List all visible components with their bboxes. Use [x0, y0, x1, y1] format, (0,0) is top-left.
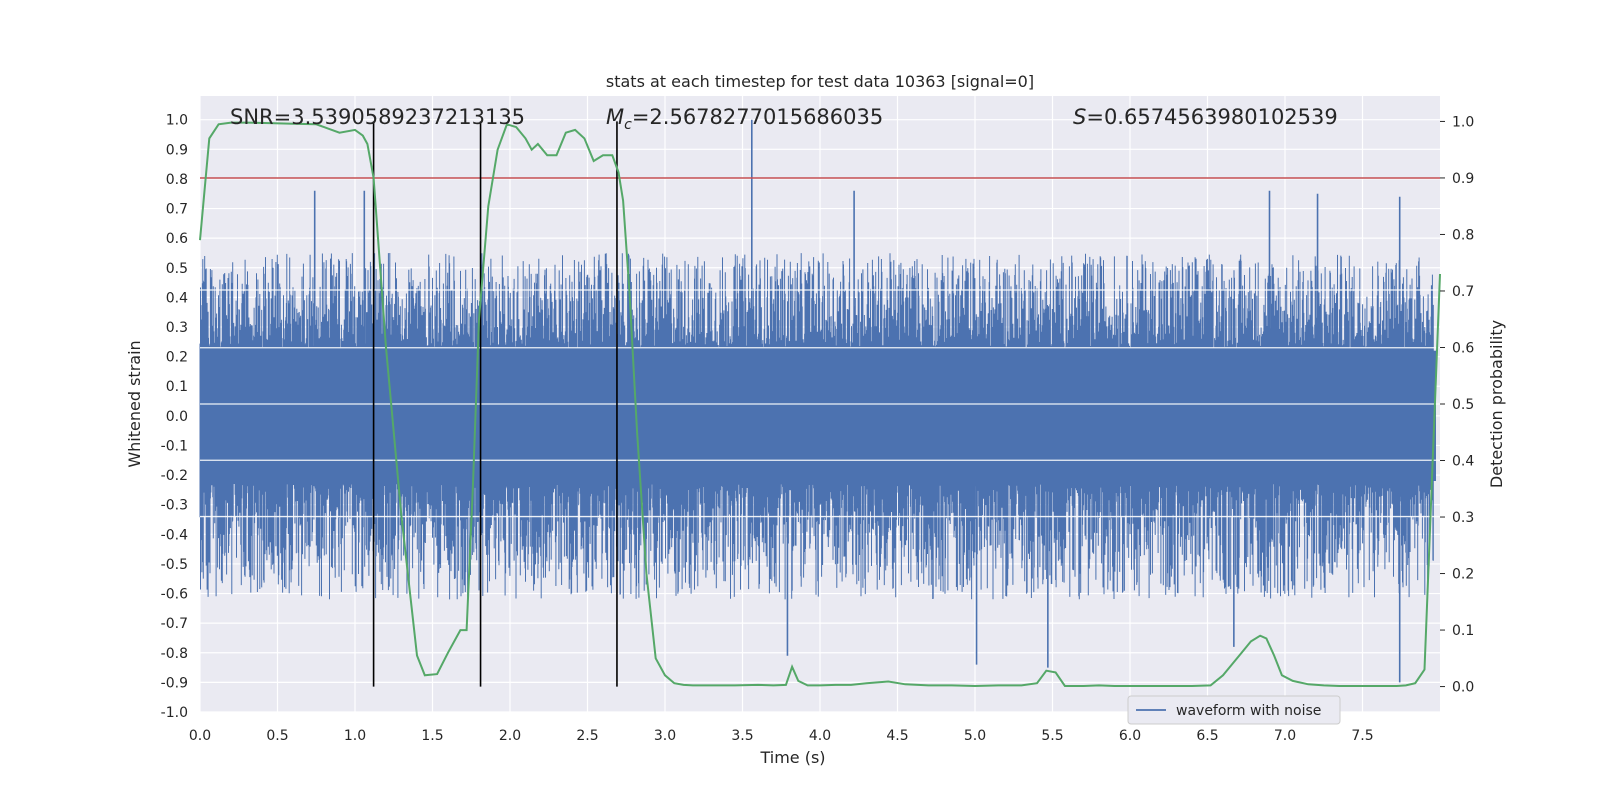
y-tick-label: 1.0: [166, 113, 188, 129]
x-tick-label: 6.5: [1196, 728, 1218, 744]
y-tick-label: -0.5: [161, 557, 188, 573]
y-tick-label: -0.6: [161, 587, 188, 603]
mc-value: =2.5678277015686035: [632, 105, 883, 129]
y-tick-label: 0.3: [166, 320, 188, 336]
y-tick-label: 0.9: [166, 142, 188, 158]
y-tick-label: -1.0: [161, 705, 188, 721]
y2-tick-label: 0.8: [1452, 227, 1474, 243]
y2-tick-label: 0.5: [1452, 397, 1474, 413]
legend-box: [1127, 695, 1341, 725]
y2-axis-label: Detection probability: [1487, 320, 1506, 488]
tick-labels: 0.0 0.5 1.0 1.5 2.0 2.5 3.0 3.5 4.0 4.5 5.0 5.5 6.0 6…: [161, 113, 1475, 744]
x-tick-label: 5.5: [1041, 728, 1063, 744]
mc-subscript: c: [624, 117, 632, 133]
y2-tick-label: 1.0: [1452, 114, 1474, 130]
y-tick-label: -0.3: [161, 498, 188, 514]
x-tick-label: 0.5: [266, 728, 288, 744]
noise-series: [199, 119, 1440, 683]
probability-series-group: [199, 121, 1441, 688]
y2-tick-label: 0.3: [1452, 510, 1474, 526]
x-tick-label: 1.0: [344, 728, 366, 744]
x-tick-label: 3.5: [731, 728, 753, 744]
y2-tick-label: 0.0: [1452, 680, 1474, 696]
legend: waveform with noise: [1127, 695, 1341, 725]
vertical-markers: [372, 121, 618, 687]
x-tick-label: 5.0: [964, 728, 986, 744]
y-tick-label: 0.7: [166, 202, 188, 218]
y-tick-label: 0.2: [166, 350, 188, 366]
y-tick-label: -0.8: [161, 646, 188, 662]
y-tick-label: 0.0: [166, 409, 188, 425]
x-tick-label: 7.0: [1274, 728, 1296, 744]
x-tick-label: 4.0: [809, 728, 831, 744]
mc-symbol: M: [606, 105, 624, 129]
x-tick-label: 6.0: [1119, 728, 1141, 744]
x-tick-label: 7.5: [1351, 728, 1373, 744]
y-tick-label: -0.7: [161, 616, 188, 632]
s-value: =0.6574563980102539: [1086, 105, 1337, 129]
y-tick-label: -0.4: [161, 527, 188, 543]
y-tick-label: -0.2: [161, 468, 188, 484]
y2-tick-label: 0.7: [1452, 284, 1474, 300]
y2-tick-label: 0.2: [1452, 567, 1474, 583]
y2-tick-label: 0.9: [1452, 171, 1474, 187]
y2-tick-label: 0.6: [1452, 340, 1474, 356]
x-axis-label: Time (s): [759, 748, 825, 767]
chart-title: stats at each timestep for test data 103…: [606, 72, 1034, 91]
noise-core: [200, 350, 1436, 481]
x-tick-label: 2.5: [576, 728, 598, 744]
s-annotation: S=0.6574563980102539: [1073, 105, 1338, 129]
x-tick-label: 4.5: [886, 728, 908, 744]
x-tick-label: 2.0: [499, 728, 521, 744]
y2-tick-label: 0.4: [1452, 454, 1474, 470]
x-tick-label: 0.0: [189, 728, 211, 744]
y-tick-label: -0.9: [161, 675, 188, 691]
y-axis-label: Whitened strain: [125, 340, 144, 467]
probability-line: [199, 121, 1441, 688]
x-tick-label: 3.0: [654, 728, 676, 744]
y-tick-label: 0.8: [166, 172, 188, 188]
y-tick-label: 0.5: [166, 261, 188, 277]
y-tick-label: 0.1: [166, 379, 188, 395]
y-tick-label: -0.1: [161, 438, 188, 454]
y-tick-label: 0.4: [166, 290, 188, 306]
y-tick-label: 0.6: [166, 231, 188, 247]
x-tick-label: 1.5: [421, 728, 443, 744]
s-symbol: S: [1073, 105, 1086, 129]
legend-label: waveform with noise: [1176, 703, 1321, 719]
chirp-mass-annotation: Mc=2.5678277015686035: [606, 105, 883, 133]
y2-tick-label: 0.1: [1452, 623, 1474, 639]
snr-annotation: SNR=3.5390589237213135: [230, 105, 525, 129]
